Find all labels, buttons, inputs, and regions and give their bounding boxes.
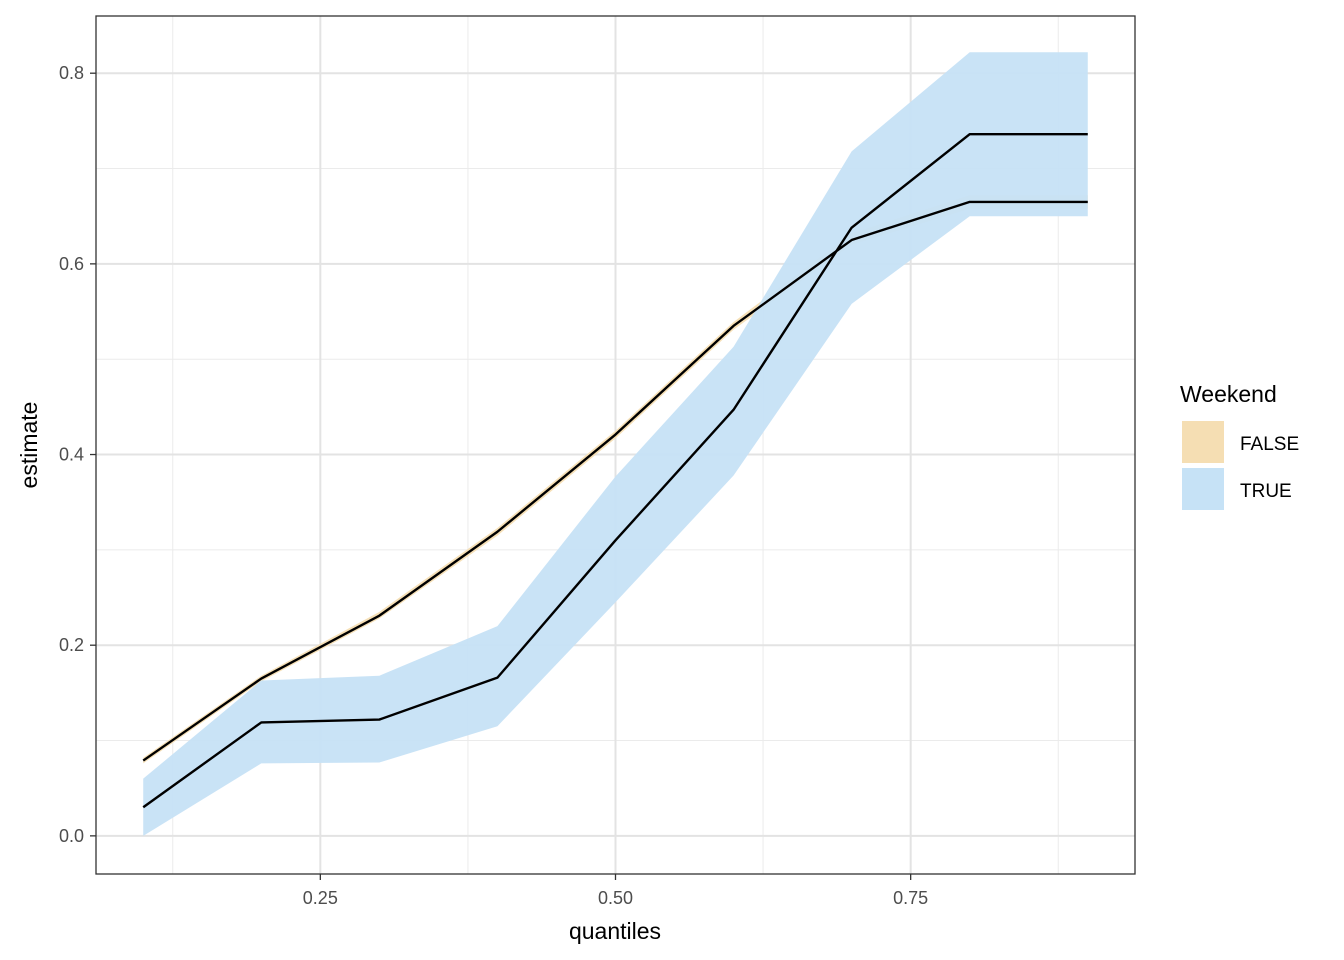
- legend-key-false: [1182, 421, 1224, 463]
- x-tick-label-0: 0.25: [303, 888, 338, 908]
- y-tick-label-1: 0.2: [59, 635, 84, 655]
- x-tick-label-1: 0.50: [598, 888, 633, 908]
- confidence-ribbons: [143, 52, 1088, 836]
- legend: Weekend FALSE TRUE: [1180, 381, 1299, 510]
- y-tick-label-3: 0.6: [59, 254, 84, 274]
- y-tick-label-0: 0.0: [59, 826, 84, 846]
- line-true: [142, 133, 1088, 809]
- legend-key-true: [1182, 468, 1224, 510]
- series-lines: [142, 133, 1088, 809]
- y-axis: 0.0 0.2 0.4 0.6 0.8: [59, 63, 96, 846]
- y-tick-label-2: 0.4: [59, 445, 84, 465]
- legend-label-false: FALSE: [1240, 434, 1299, 455]
- x-axis-title: quantiles: [569, 918, 661, 944]
- legend-title: Weekend: [1180, 381, 1277, 407]
- legend-label-true: TRUE: [1240, 481, 1292, 502]
- line-false: [142, 200, 1088, 762]
- x-tick-label-2: 0.75: [893, 888, 928, 908]
- x-axis: 0.25 0.50 0.75: [303, 874, 928, 908]
- y-axis-title: estimate: [16, 402, 42, 489]
- ribbon-true: [143, 52, 1088, 836]
- y-tick-label-4: 0.8: [59, 63, 84, 83]
- major-gridlines: [96, 16, 1135, 874]
